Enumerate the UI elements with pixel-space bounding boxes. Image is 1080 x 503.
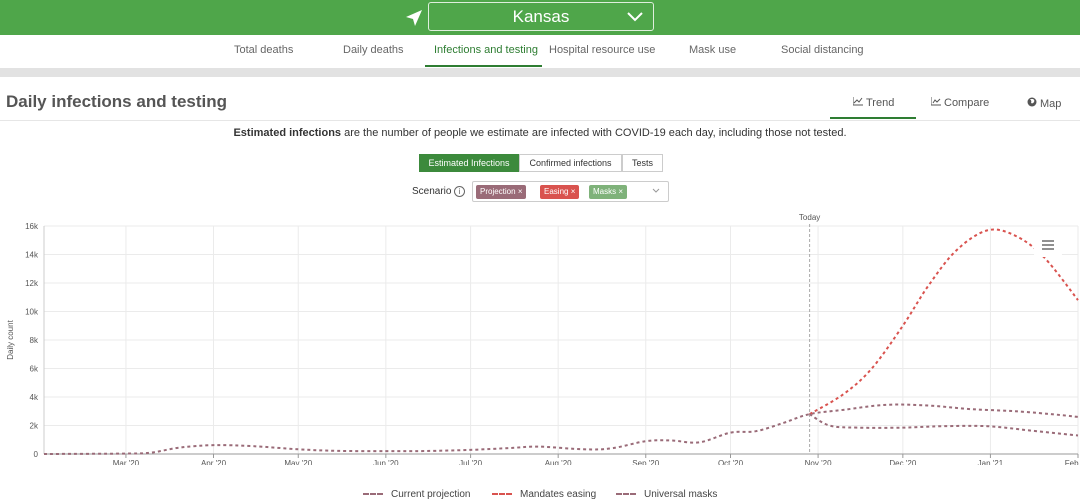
navigation-arrow-icon[interactable] xyxy=(404,8,424,28)
series-mandates-easing xyxy=(809,228,1079,415)
view-tab-map[interactable]: Map xyxy=(1027,97,1061,110)
x-tick-label: Jan '21 xyxy=(978,459,1004,465)
x-tick-label: Aug '20 xyxy=(545,459,572,465)
scenario-select[interactable]: Projection × Easing × Masks × xyxy=(472,181,669,202)
y-axis-label: Daily count xyxy=(6,319,15,359)
toggle-confirmed-infections[interactable]: Confirmed infections xyxy=(519,154,622,172)
legend-item-universal-masks[interactable]: Universal masks xyxy=(616,489,717,500)
legend-swatch xyxy=(492,493,512,496)
view-tab-compare[interactable]: Compare xyxy=(930,97,990,109)
remove-icon[interactable]: × xyxy=(517,187,523,196)
x-tick-label: Feb '21 xyxy=(1065,459,1080,465)
legend-item-mandates-easing[interactable]: Mandates easing xyxy=(492,489,596,500)
legend-label: Current projection xyxy=(391,489,471,500)
x-tick-label: Apr '20 xyxy=(201,459,227,465)
y-tick-label: 0 xyxy=(34,450,39,459)
scenario-label: Scenario xyxy=(412,186,452,197)
tab-daily-deaths[interactable]: Daily deaths xyxy=(343,44,404,56)
tab-hospital-resource-use[interactable]: Hospital resource use xyxy=(549,44,656,56)
x-tick-label: Sep '20 xyxy=(632,459,659,465)
legend-swatch xyxy=(363,493,383,496)
page-title: Daily infections and testing xyxy=(6,92,228,111)
y-tick-label: 10k xyxy=(25,308,39,317)
active-view-indicator xyxy=(830,117,916,119)
state-select-value: Kansas xyxy=(512,7,570,26)
view-tab-compare-label: Compare xyxy=(944,97,990,109)
legend-label: Mandates easing xyxy=(520,489,597,500)
y-tick-label: 6k xyxy=(30,365,39,374)
section-divider xyxy=(0,68,1080,77)
x-tick-label: Jun '20 xyxy=(373,459,399,465)
tab-mask-use[interactable]: Mask use xyxy=(689,44,737,56)
description-term: Estimated infections xyxy=(233,127,342,139)
chip-label: Easing xyxy=(544,187,569,196)
x-tick-label: Jul '20 xyxy=(459,459,482,465)
scenario-chip-masks[interactable]: Masks × xyxy=(589,185,628,199)
remove-icon[interactable]: × xyxy=(618,187,624,196)
x-tick-label: Nov '20 xyxy=(805,459,832,465)
info-circle-icon[interactable]: i xyxy=(454,186,465,197)
toggle-estimated-infections[interactable]: Estimated Infections xyxy=(419,154,519,172)
header-divider xyxy=(0,120,1080,121)
tab-infections-and-testing[interactable]: Infections and testing xyxy=(434,44,538,56)
today-label: Today xyxy=(799,213,820,222)
y-tick-label: 14k xyxy=(25,251,39,260)
x-tick-label: May '20 xyxy=(284,459,312,465)
chevron-down-icon[interactable] xyxy=(652,187,660,195)
chart-menu-button[interactable] xyxy=(1034,233,1062,257)
chip-label: Projection xyxy=(480,187,516,196)
scenario-chip-projection[interactable]: Projection × xyxy=(476,185,527,199)
scenario-chip-easing[interactable]: Easing × xyxy=(540,185,580,199)
tab-total-deaths[interactable]: Total deaths xyxy=(234,44,294,56)
globe-icon xyxy=(1027,97,1037,110)
x-tick-label: Dec '20 xyxy=(889,459,916,465)
y-tick-label: 8k xyxy=(30,336,39,345)
view-tab-trend[interactable]: Trend xyxy=(852,97,895,109)
infections-chart: 0 2k 4k 6k 8k 10k 12k 14k 16k Mar '20 Apr '20 May '… xyxy=(6,213,1080,465)
chart-description: Estimated infections are the number of p… xyxy=(0,127,1080,139)
menu-icon xyxy=(1042,240,1054,250)
legend-item-current-projection[interactable]: Current projection xyxy=(363,489,470,500)
legend-swatch xyxy=(616,493,636,496)
x-tick-label: Mar '20 xyxy=(113,459,140,465)
y-tick-label: 2k xyxy=(30,422,39,431)
remove-icon[interactable]: × xyxy=(570,187,576,196)
y-tick-label: 4k xyxy=(30,393,39,402)
legend-label: Universal masks xyxy=(644,489,718,500)
y-tick-label: 12k xyxy=(25,279,39,288)
chevron-down-icon xyxy=(627,12,643,22)
view-tab-trend-label: Trend xyxy=(866,97,895,109)
x-tick-label: Oct '20 xyxy=(718,459,744,465)
description-text: are the number of people we estimate are… xyxy=(341,127,847,139)
state-select[interactable]: Kansas xyxy=(428,2,654,31)
tab-social-distancing[interactable]: Social distancing xyxy=(781,44,864,56)
bar-chart-icon xyxy=(930,97,941,109)
y-tick-label: 16k xyxy=(25,222,39,231)
chip-label: Masks xyxy=(593,187,617,196)
active-tab-indicator xyxy=(425,65,542,67)
toggle-tests[interactable]: Tests xyxy=(622,154,663,172)
main-nav: Total deaths Daily deaths Infections and… xyxy=(0,35,1080,68)
series-current-projection xyxy=(43,403,1079,455)
view-tab-map-label: Map xyxy=(1040,98,1062,110)
series-universal-masks xyxy=(809,413,1079,437)
line-chart-icon xyxy=(852,97,863,109)
